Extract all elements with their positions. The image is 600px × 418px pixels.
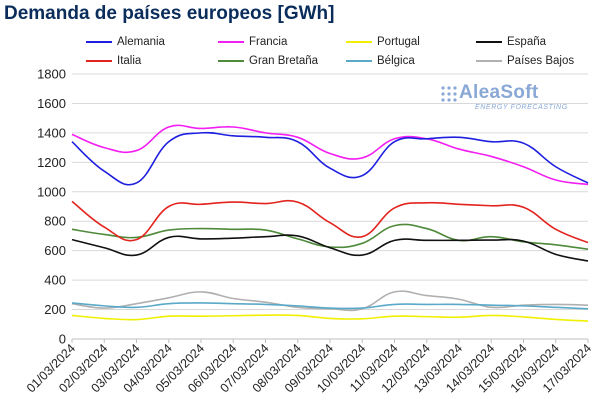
series-line-portugal [71,314,589,322]
series-line-alemania [71,131,589,186]
legend-swatch [346,41,372,43]
legend-label: Italia [117,55,142,67]
legend-swatch [218,41,244,43]
chart-series [71,124,589,322]
legend-swatch [346,60,372,62]
legend-label: Gran Bretaña [249,55,319,67]
logo-dots-icon [441,86,457,102]
legend-item: Bélgica [346,53,415,69]
series-line-bélgica [71,302,589,310]
y-tick-label: 0 [59,332,66,347]
legend-item: Gran Bretaña [218,53,318,69]
legend-item: Francia [218,34,287,50]
legend-item: Italia [86,53,141,69]
legend-label: Portugal [377,36,420,48]
legend-label: Países Bajos [507,55,575,67]
legend-item: España [476,34,546,50]
y-tick-label: 1000 [37,184,66,199]
y-tick-label: 400 [44,273,66,288]
legend-label: Bélgica [377,55,415,67]
legend-label: Alemania [117,36,165,48]
legend-swatch [86,41,112,43]
y-tick-label: 200 [44,302,66,317]
legend-swatch [86,60,112,62]
chart-title: Demanda de países europeos [GWh] [4,3,335,24]
y-axis-tick-labels: 0 200 400 600 800 1000 1200 1400 1600 1800 [37,67,66,347]
brand-logo: AleaSoft ENERGY FORECASTING [437,82,587,114]
legend-item: Alemania [86,34,165,50]
chart-legend: Alemania Francia Portugal España Italia Gran … [0,34,600,70]
chart-gridlines [72,73,588,340]
logo-name: AleaSoft [459,82,539,103]
y-tick-label: 1200 [37,155,66,170]
legend-item: Países Bajos [476,53,574,69]
x-axis-tick-labels: 01/03/202402/03/202403/03/202404/03/2024… [24,339,594,395]
y-tick-label: 1600 [37,96,66,111]
y-tick-label: 1400 [37,125,66,140]
y-tick-label: 800 [44,214,66,229]
legend-swatch [476,60,502,62]
y-tick-label: 1800 [37,67,66,82]
series-line-italia [71,199,589,244]
y-tick-label: 600 [44,243,66,258]
legend-swatch [218,60,244,62]
series-line-francia [71,124,589,186]
legend-label: España [507,36,547,48]
series-line-españa [71,234,589,262]
legend-item: Portugal [346,34,420,50]
logo-tagline: ENERGY FORECASTING [475,104,568,111]
legend-swatch [476,41,502,43]
legend-label: Francia [249,36,288,48]
